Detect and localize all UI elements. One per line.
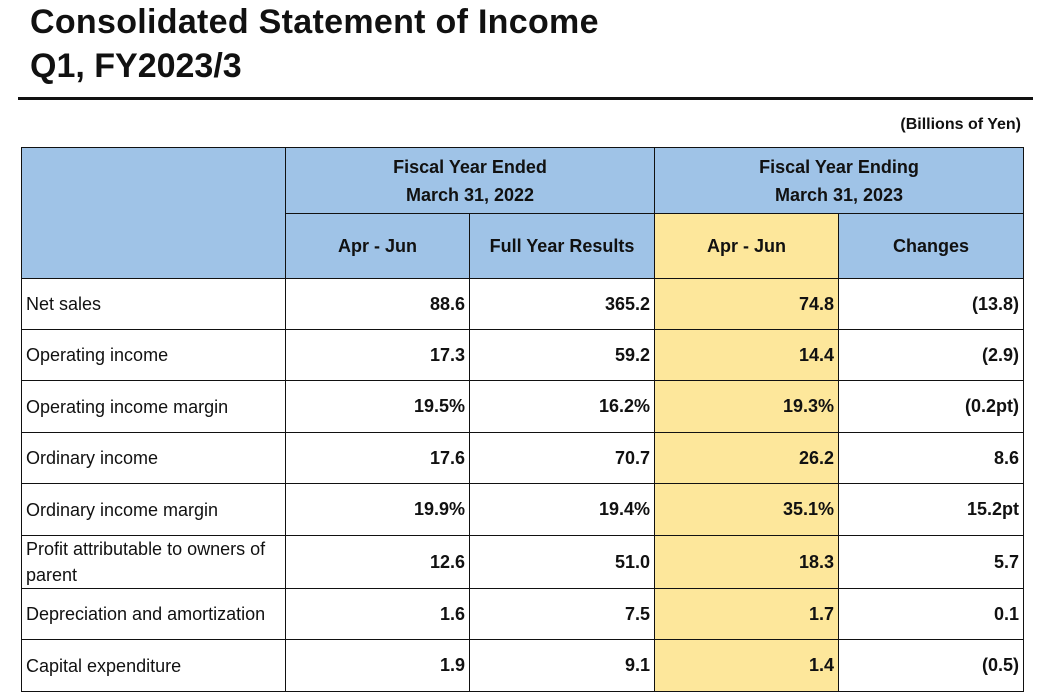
cell-value: 1.9 — [285, 639, 470, 692]
page-title: Consolidated Statement of Income — [30, 3, 599, 41]
table-row: Net sales 88.6 365.2 74.8 (13.8) — [21, 278, 1025, 330]
cell-value-highlight: 1.4 — [654, 639, 839, 692]
table-row: Operating income 17.3 59.2 14.4 (2.9) — [21, 329, 1025, 381]
cell-value: 1.6 — [285, 588, 470, 640]
row-label: Ordinary income margin — [21, 483, 286, 536]
row-label: Ordinary income — [21, 432, 286, 484]
cell-value-highlight: 18.3 — [654, 535, 839, 589]
cell-value: 17.3 — [285, 329, 470, 381]
col-header-apr-jun-2022: Apr - Jun — [285, 213, 470, 279]
row-label: Depreciation and amortization — [21, 588, 286, 640]
cell-value: (13.8) — [837, 278, 1025, 330]
col-header-full-year: Full Year Results — [469, 213, 655, 279]
cell-value: (0.2pt) — [837, 380, 1025, 433]
cell-value: (2.9) — [837, 329, 1025, 381]
cell-value-highlight: 1.7 — [654, 588, 839, 640]
cell-value: 70.7 — [469, 432, 655, 484]
table-header-row-columns: Apr - Jun Full Year Results Apr - Jun Ch… — [22, 213, 1025, 279]
table-row: Ordinary income 17.6 70.7 26.2 8.6 — [21, 432, 1025, 484]
unit-note: (Billions of Yen) — [900, 116, 1021, 133]
table-row: Operating income margin 19.5% 16.2% 19.3… — [21, 380, 1025, 433]
table-row: Depreciation and amortization 1.6 7.5 1.… — [21, 588, 1025, 640]
row-label: Operating income — [21, 329, 286, 381]
cell-value-highlight: 26.2 — [654, 432, 839, 484]
cell-value: 0.1 — [837, 588, 1025, 640]
cell-value: 59.2 — [469, 329, 655, 381]
row-label: Operating income margin — [21, 380, 286, 433]
table-row: Profit attributable to owners of parent … — [21, 535, 1025, 589]
cell-value: 17.6 — [285, 432, 470, 484]
cell-value-highlight: 14.4 — [654, 329, 839, 381]
cell-value: 365.2 — [469, 278, 655, 330]
header-group-fy2023-line2: March 31, 2023 — [774, 184, 904, 205]
cell-value-highlight: 35.1% — [654, 483, 839, 536]
header-group-fy2022-line1: Fiscal Year Ended — [393, 156, 547, 177]
row-label: Net sales — [21, 278, 286, 330]
table-row: Capital expenditure 1.9 9.1 1.4 (0.5) — [21, 639, 1025, 692]
row-label: Profit attributable to owners of parent — [21, 535, 286, 589]
cell-value: 7.5 — [469, 588, 655, 640]
cell-value: 9.1 — [469, 639, 655, 692]
cell-value-highlight: 74.8 — [654, 278, 839, 330]
cell-value: (0.5) — [837, 639, 1025, 692]
title-divider — [18, 97, 1033, 100]
header-blank-cell — [21, 147, 286, 279]
income-statement-table: Fiscal Year Ended March 31, 2022 Fiscal … — [21, 147, 1025, 692]
cell-value: 51.0 — [469, 535, 655, 589]
cell-value: 12.6 — [285, 535, 470, 589]
cell-value: 15.2pt — [837, 483, 1025, 536]
header-group-fy2023-line1: Fiscal Year Ending — [759, 156, 919, 177]
header-group-fy2022: Fiscal Year Ended March 31, 2022 — [285, 147, 655, 214]
table-row: Ordinary income margin 19.9% 19.4% 35.1%… — [21, 483, 1025, 536]
row-label: Capital expenditure — [21, 639, 286, 692]
cell-value: 88.6 — [285, 278, 470, 330]
page-subtitle: Q1, FY2023/3 — [30, 47, 242, 85]
header-group-fy2023: Fiscal Year Ending March 31, 2023 — [653, 147, 1025, 214]
cell-value-highlight: 19.3% — [654, 380, 839, 433]
col-header-changes: Changes — [837, 213, 1025, 279]
col-header-apr-jun-2023: Apr - Jun — [654, 213, 839, 279]
cell-value: 5.7 — [837, 535, 1025, 589]
cell-value: 16.2% — [469, 380, 655, 433]
cell-value: 8.6 — [837, 432, 1025, 484]
header-group-fy2022-line2: March 31, 2022 — [405, 184, 535, 205]
cell-value: 19.5% — [285, 380, 470, 433]
table-header-row-groups: Fiscal Year Ended March 31, 2022 Fiscal … — [21, 147, 1025, 279]
cell-value: 19.9% — [285, 483, 470, 536]
cell-value: 19.4% — [469, 483, 655, 536]
